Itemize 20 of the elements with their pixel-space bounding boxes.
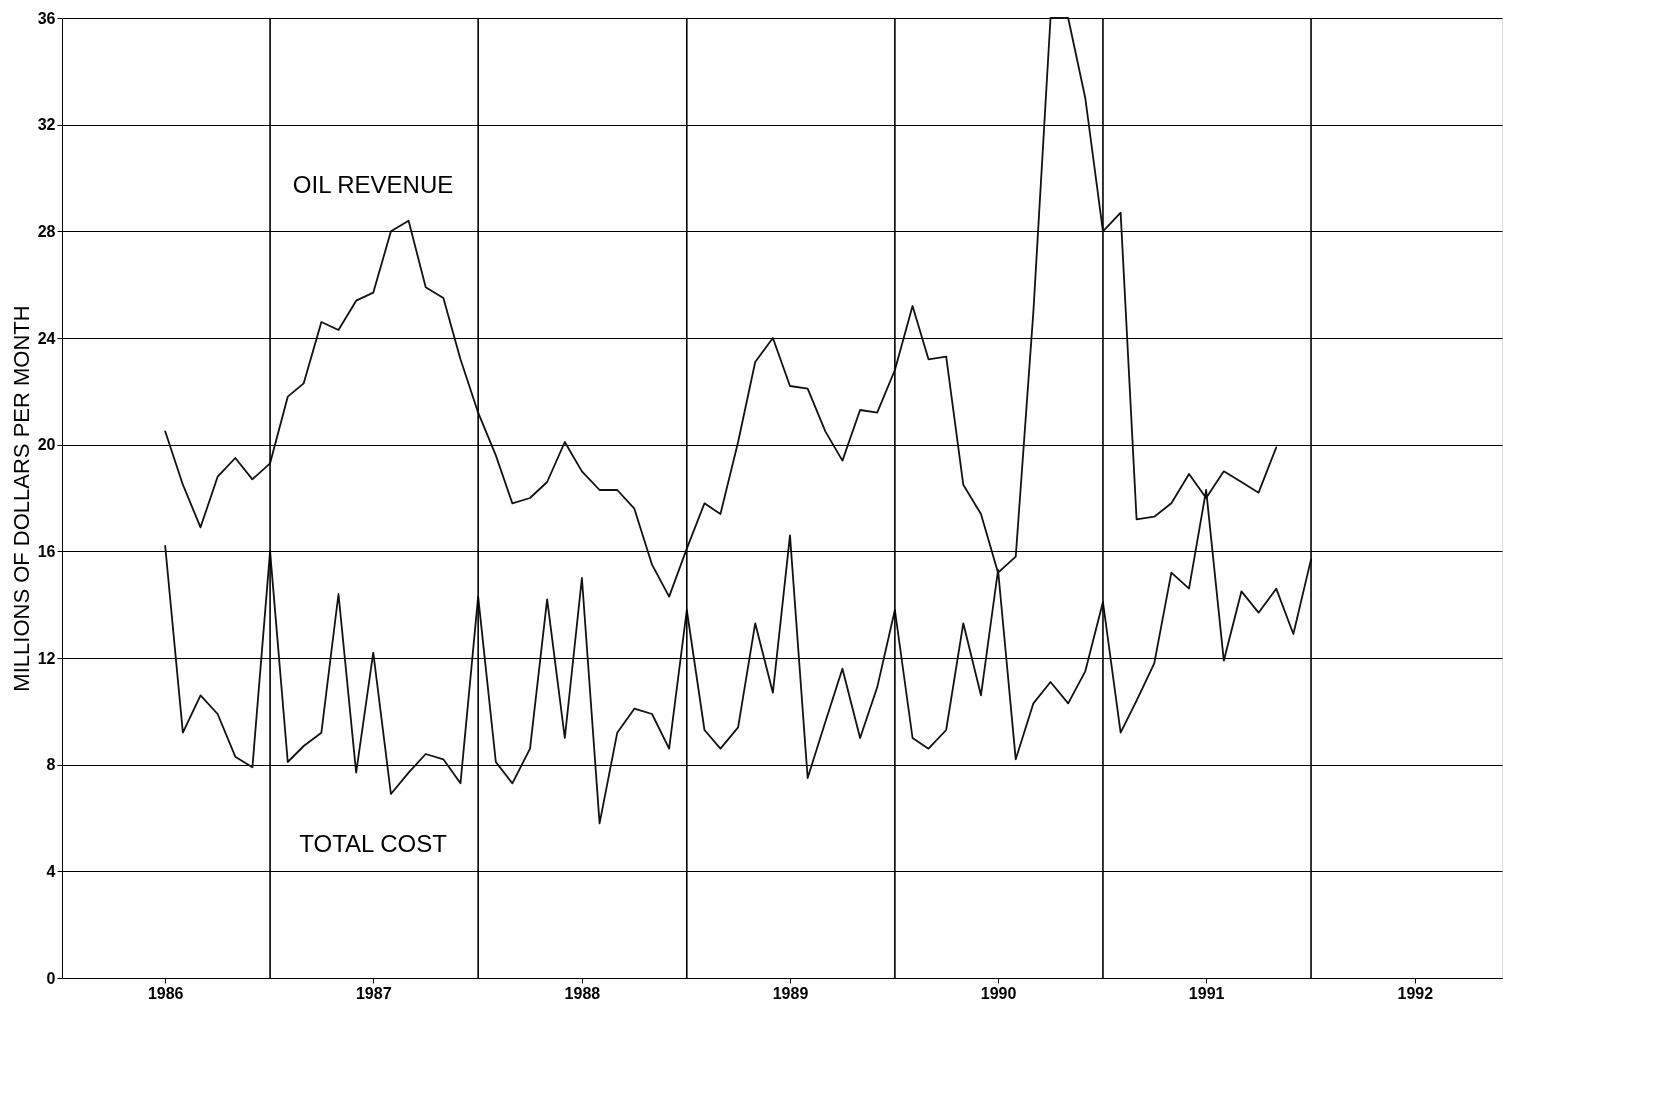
x-tick-label: 1987 [355, 984, 392, 1002]
y-tick-label: 28 [37, 222, 56, 240]
x-tick-label: 1990 [980, 984, 1017, 1002]
y-tick-label: 8 [46, 756, 56, 774]
y-axis-title: MILLIONS OF DOLLARS PER MONTH [8, 305, 34, 692]
x-tick-label: 1992 [1397, 984, 1434, 1002]
y-tick-label: 20 [37, 436, 56, 454]
y-tick-label: 4 [46, 862, 56, 880]
y-tick-label: 16 [37, 542, 56, 560]
x-tick-label: 1986 [147, 984, 184, 1002]
x-tick-label: 1991 [1188, 984, 1225, 1002]
annotation: OIL REVENUE [292, 171, 454, 198]
y-tick-label: 36 [37, 9, 56, 27]
annotation: TOTAL COST [299, 829, 448, 857]
x-tick-label: 1988 [564, 984, 601, 1002]
x-tick-label: 1989 [772, 984, 809, 1002]
y-tick-label: 0 [46, 969, 56, 987]
y-tick-label: 24 [37, 329, 56, 347]
y-tick-label: 32 [37, 116, 56, 134]
y-tick-label: 12 [37, 649, 56, 667]
